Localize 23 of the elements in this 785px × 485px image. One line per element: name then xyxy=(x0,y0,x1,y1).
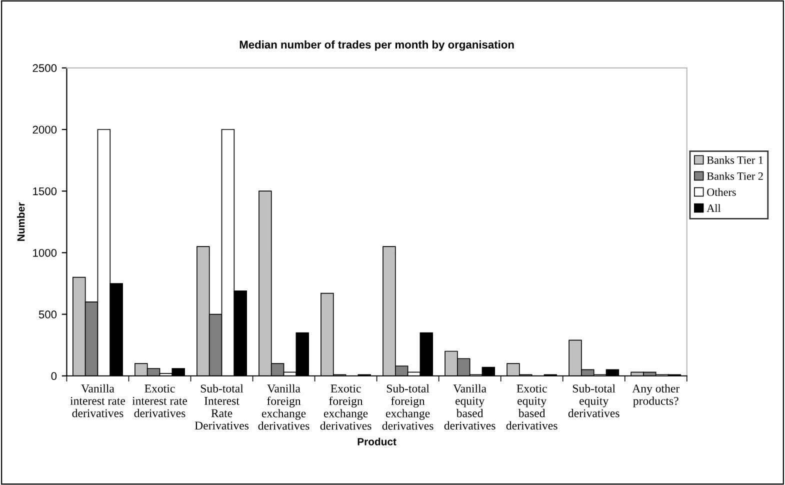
x-tick-label: Sub-total Interest Rate Derivatives xyxy=(194,384,249,430)
x-tick-label: Sub-total foreign exchange derivatives xyxy=(382,384,434,430)
y-tick-label: 500 xyxy=(38,310,57,318)
y-tick-label: 0 xyxy=(51,372,57,380)
legend-label: Others xyxy=(707,188,736,196)
x-axis-title: Product xyxy=(358,438,396,446)
x-tick-label: Sub-total equity derivatives xyxy=(568,384,620,418)
x-tick-label: Exotic equity based derivatives xyxy=(506,384,558,430)
y-tick-label: 1500 xyxy=(33,187,57,196)
y-tick-label: 1000 xyxy=(33,248,57,257)
y-tick-label: 2500 xyxy=(32,64,57,72)
y-tick-label: 2000 xyxy=(32,126,57,134)
y-axis-title: Number xyxy=(17,202,25,241)
x-tick-label: Vanilla equity based derivatives xyxy=(444,384,496,430)
x-tick-label: Any other products? xyxy=(632,384,680,408)
x-tick-label: Vanilla interest rate derivatives xyxy=(70,384,126,418)
x-tick-label: Exotic foreign exchange derivatives xyxy=(320,384,372,430)
legend-label: All xyxy=(706,204,721,212)
chart-title: Median number of trades per month by organisation xyxy=(240,40,514,51)
x-tick-label: Exotic interest rate derivatives xyxy=(132,384,188,418)
x-tick-label: Vanilla foreign exchange derivatives xyxy=(258,384,310,430)
legend-label: Banks Tier 2 xyxy=(706,172,763,180)
legend-label: Banks Tier 1 xyxy=(706,156,763,164)
